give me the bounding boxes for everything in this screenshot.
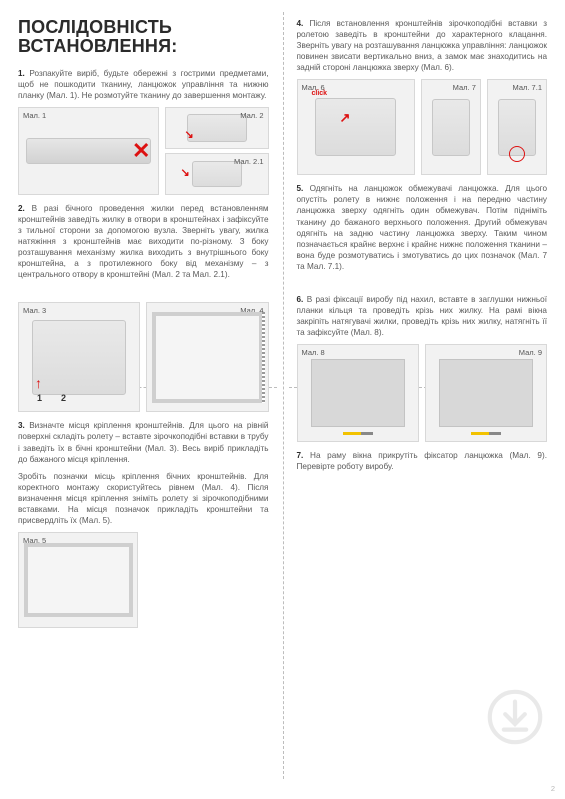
- figure-2-label: Мал. 2: [240, 111, 263, 120]
- step-1-lead: 1.: [18, 69, 25, 78]
- chain-icon: [262, 312, 265, 404]
- left-column: ПОСЛІДОВНІСТЬ ВСТАНОВЛЕННЯ: 1. Розпакуйт…: [0, 0, 283, 799]
- figure-4: Мал. 4: [146, 302, 268, 412]
- step-5-text: 5. Одягніть на ланцюжок обмежувачі ланцю…: [297, 183, 548, 272]
- step-3-lead: 3.: [18, 421, 25, 430]
- step-3b-text: Зробіть позначки місць кріплення бічних …: [18, 471, 269, 526]
- figure-1: Мал. 1 ✕: [18, 107, 159, 195]
- step-2-body: В разі бічного проведення жилки перед вс…: [18, 204, 269, 279]
- step-4-text: 4. Після встановлення кронштейнів зірочк…: [297, 18, 548, 73]
- figure-3-art: [32, 320, 126, 396]
- page-root: ПОСЛІДОВНІСТЬ ВСТАНОВЛЕННЯ: 1. Розпакуйт…: [0, 0, 565, 799]
- step-7-lead: 7.: [297, 451, 304, 460]
- figure-2-1-label: Мал. 2.1: [234, 157, 263, 166]
- right-column: 4. Після встановлення кронштейнів зірочк…: [283, 0, 565, 799]
- step-7-body: На раму вікна прикрутіть фіксатор ланцюж…: [297, 451, 547, 471]
- figure-7-1: Мал. 7.1: [487, 79, 547, 175]
- step-6-lead: 6.: [297, 295, 304, 304]
- arrow-icon: ↘: [180, 166, 189, 179]
- step-1-text: 1. Розпакуйте виріб, будьте обережні з г…: [18, 68, 269, 101]
- arrow-icon: ↑: [35, 375, 42, 391]
- no-unroll-icon: ✕: [132, 138, 150, 164]
- figure-9: Мал. 9: [425, 344, 547, 442]
- arrow-icon: ↘: [184, 128, 193, 141]
- figure-4-art: [152, 312, 263, 404]
- callout-1: 1: [37, 393, 42, 403]
- step-7-text: 7. На раму вікна прикрутіть фіксатор лан…: [297, 450, 548, 472]
- figure-2: Мал. 2 ↘: [165, 107, 268, 149]
- figure-6: Мал. 6 click ↗: [297, 79, 415, 175]
- figure-8-art: [311, 359, 405, 426]
- figure-8-label: Мал. 8: [302, 348, 325, 357]
- figure-5: Мал. 5: [18, 532, 138, 628]
- step-3-text: 3. Визначте місця кріплення кронштейнів.…: [18, 420, 269, 464]
- step-6-body: В разі фіксації виробу під нахил, вставт…: [297, 295, 548, 337]
- fig-row-3-4: Мал. 3 ↑ 1 2 Мал. 4: [18, 302, 269, 412]
- fig-row-5: Мал. 5: [18, 532, 269, 628]
- screwdriver-icon: [471, 432, 501, 435]
- fig-row-8-9: Мал. 8 Мал. 9: [297, 344, 548, 442]
- figure-7-1-label: Мал. 7.1: [513, 83, 542, 92]
- step-5-lead: 5.: [297, 184, 304, 193]
- step-2-lead: 2.: [18, 204, 25, 213]
- screwdriver-icon: [343, 432, 373, 435]
- page-number: 2: [551, 784, 555, 793]
- figure-9-label: Мал. 9: [519, 348, 542, 357]
- figure-6-art: [315, 98, 396, 156]
- figure-2-art: [187, 114, 248, 142]
- circle-marker-icon: [509, 146, 525, 162]
- figure-1-label: Мал. 1: [23, 111, 46, 120]
- callout-2: 2: [61, 393, 66, 403]
- figure-5-art: [24, 543, 133, 616]
- figure-7: Мал. 7: [421, 79, 481, 175]
- figure-2-1: Мал. 2.1 ↘: [165, 153, 268, 195]
- arrow-icon: ↗: [340, 110, 351, 126]
- step-4-body: Після встановлення кронштейнів зірочкопо…: [297, 19, 548, 72]
- page-title: ПОСЛІДОВНІСТЬ ВСТАНОВЛЕННЯ:: [18, 18, 269, 56]
- figure-3: Мал. 3 ↑ 1 2: [18, 302, 140, 412]
- fig-row-6-7: Мал. 6 click ↗ Мал. 7 Мал. 7.1: [297, 79, 548, 175]
- figure-7-label: Мал. 7: [453, 83, 476, 92]
- step-4-lead: 4.: [297, 19, 304, 28]
- step-1-body: Розпакуйте виріб, будьте обережні з гост…: [18, 69, 269, 100]
- figure-8: Мал. 8: [297, 344, 419, 442]
- step-3-body: Визначте місця кріплення кронштейнів. Дл…: [18, 421, 269, 463]
- step-6-text: 6. В разі фіксації виробу під нахил, вст…: [297, 294, 548, 338]
- fig-row-1-2: Мал. 1 ✕ Мал. 2 ↘ Мал. 2.1 ↘: [18, 107, 269, 195]
- figure-2-stack: Мал. 2 ↘ Мал. 2.1 ↘: [165, 107, 268, 195]
- click-label: click: [312, 90, 328, 97]
- figure-7-art: [432, 99, 470, 155]
- figure-9-art: [439, 359, 533, 426]
- figure-3-label: Мал. 3: [23, 306, 46, 315]
- step-2-text: 2. В разі бічного проведення жилки перед…: [18, 203, 269, 280]
- step-5-body: Одягніть на ланцюжок обмежувачі ланцюжка…: [297, 184, 548, 270]
- watermark-download-icon: [487, 689, 543, 745]
